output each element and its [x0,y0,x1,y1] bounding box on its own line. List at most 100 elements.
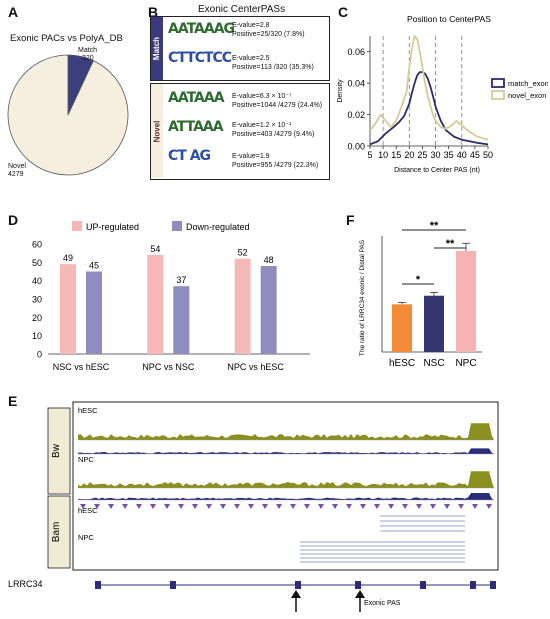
chart-d-ytick-label: 0 [37,350,42,360]
chart-c-series-novel_exon [369,35,489,141]
bam-marker [472,504,478,509]
panel-c-density-chart: Position to CenterPAS 0.00 0.02 0.04 0.06 5 10… [337,14,548,174]
chart-f-category-label: NSC [423,358,444,369]
chart-c-ylabel: Density [337,79,344,103]
chart-d-category-label: NPC vs NSC [142,362,195,372]
chart-d-ytick-label: 40 [32,276,42,286]
coverage-npc-olive [78,471,494,488]
bam-group-box [47,495,71,569]
panel-a-letter: A [8,4,19,20]
bam-marker [346,504,352,509]
bam-marker [94,504,100,509]
motif-2-positive: Positive=113 /320 (35.3%) [232,64,314,71]
chart-c-legend-swatch [491,90,505,100]
chart-d-bar [60,264,76,354]
bam-marker [262,504,268,509]
exonic-pas-annotation: Exonic PAS [364,600,401,607]
bam-marker [248,504,254,509]
chart-c-legend-match_exon: match_exon [508,79,548,88]
chart-c-title: Position to CenterPAS [407,14,491,24]
chart-c-xtick-label: 10 [378,150,388,160]
chart-d-legend-swatch [72,221,82,231]
panel-f-letter: F [346,212,355,228]
novel-tag: Novel [151,84,163,178]
bam-marker [304,504,310,509]
panel-d-bar-chart: UP-regulated Down-regulated 0 10 20 30 40 50 60 4… [32,221,310,372]
pie-novel-label: Novel [8,163,26,170]
chart-c-series-match_exon [369,71,489,146]
chart-f-bar-hesc [392,304,412,352]
motif-group-match [150,16,330,81]
chart-d-ytick-label: 60 [32,240,42,250]
panel-e-genome-tracks: Bw Bam hESC NPC hESC NPC LRRC34 Exonic PAS [8,401,499,612]
bam-group-label: Bam [51,522,62,543]
chart-d-bar-value: 48 [264,255,274,265]
chart-f-category-label: NPC [455,358,476,369]
motif-logo-1: AATAAAG [168,21,235,37]
track-label-npc: NPC [78,455,94,464]
chart-d-ytick-label: 10 [32,331,42,341]
panel-e-letter: E [8,393,18,409]
bam-marker [206,504,212,509]
motif-5-positive: Positive=955 /4279 (22.3%) [232,162,319,169]
bam-marker [80,504,86,509]
chart-c-xtick-label: 5 [367,150,372,160]
chart-c-ytick-label: 0.00 [347,142,365,152]
motif-logo-3: AATAAA [168,90,225,106]
chart-f-bar-npc [456,250,476,352]
track-label-hesc: hESC [78,406,98,415]
chart-c-ytick-label: 0.02 [347,110,365,120]
motif-3-positive: Positive=1044 /4279 (24.4%) [232,102,323,109]
bam-marker [416,504,422,509]
bam-marker [458,504,464,509]
bam-marker [234,504,240,509]
panel-c-letter: C [338,4,349,20]
chart-d-bar [86,271,102,354]
motif-2-evalue: E-value=2.5 [232,55,270,62]
chart-d-bar [234,258,251,354]
bam-label-hesc: hESC [78,506,98,515]
chart-c-xtick-label: 25 [417,150,427,160]
gene-exon [95,581,101,589]
chart-d-ytick-label: 30 [32,295,42,305]
bam-marker [164,504,170,509]
chart-c-xtick-label: 20 [404,150,414,160]
bam-marker [360,504,366,509]
bam-marker [444,504,450,509]
chart-c-ytick-label: 0.06 [347,47,365,57]
coverage-npc-navy [78,493,494,500]
chart-c-xtick-label: 45 [470,150,480,160]
pie-slice-novel [7,54,129,176]
chart-f-sig-label: * [416,274,421,286]
gene-exon [420,581,426,589]
chart-d-legend-Down-regulated: Down-regulated [186,222,250,232]
chart-d-bar-value: 54 [150,244,160,254]
chart-c-xlabel: Distance to Center PAS (nt) [394,167,480,174]
bam-label-npc: NPC [78,533,94,542]
gene-exon [470,581,476,589]
bam-marker [192,504,198,509]
chart-c-legend-novel_exon: novel_exon [508,91,546,100]
gene-exon [295,581,301,589]
motif-3-evalue: E-value=6.3 × 10⁻⁷ [232,93,292,100]
arrow-1-head [291,590,301,598]
chart-d-category-label: NPC vs hESC [227,362,284,372]
bam-marker [430,504,436,509]
chart-d-category-label: NSC vs hESC [53,362,110,372]
chart-d-legend-UP-regulated: UP-regulated [86,222,139,232]
bw-group-label: Bw [51,443,62,458]
chart-d-bar-value: 52 [238,248,248,258]
bam-marker [486,504,492,509]
arrow-2-head [355,590,365,598]
chart-d-legend-swatch [172,221,182,231]
bam-marker [136,504,142,509]
motif-logo-4: ATTAAA [168,119,224,135]
chart-f-sig-label: ** [446,238,455,250]
motif-4-positive: Positive=403 /4279 (9.4%) [232,131,315,138]
pie-novel-value: 4279 [8,171,24,178]
chart-d-bar-value: 49 [63,253,73,263]
motif-1-evalue: E-value=2.8 [232,22,270,29]
gene-label: LRRC34 [8,579,43,589]
panel-a-title: Exonic PACs vs PolyA_DB [10,33,123,44]
chart-c-legend-swatch [491,78,505,88]
